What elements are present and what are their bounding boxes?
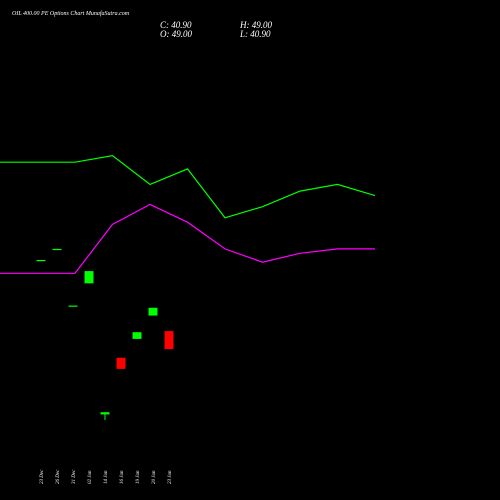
x-tick-label: 23 Jan	[168, 470, 173, 484]
candle-body	[148, 307, 158, 316]
x-axis-ticks: 23 Dec 26 Dec 31 Dec 02 Jan 14 Jan 16 Jan 19 J…	[40, 469, 173, 484]
indicator-lines	[0, 154, 376, 274]
candle	[68, 305, 78, 307]
candle	[52, 248, 62, 251]
x-tick-label: 23 Dec	[40, 469, 45, 484]
high-readout: H: 49.00	[239, 20, 272, 30]
candle	[100, 412, 110, 420]
candles	[36, 248, 174, 420]
close-readout: C: 40.90	[160, 20, 192, 30]
candle	[132, 332, 142, 339]
indicator-line-1	[0, 154, 376, 219]
candle	[148, 307, 158, 316]
x-tick-label: 31 Dec	[72, 469, 77, 484]
indicator-line-2	[0, 203, 375, 274]
x-tick-label: 26 Dec	[56, 469, 61, 484]
candle-body	[84, 271, 94, 284]
candle-body	[116, 357, 126, 369]
x-tick-label: 19 Jan	[136, 470, 141, 484]
x-tick-label: 16 Jan	[120, 470, 125, 484]
candle	[164, 331, 174, 350]
x-tick-label: 14 Jan	[104, 470, 109, 484]
open-readout: O: 49.00	[160, 29, 192, 39]
candle-body	[68, 305, 78, 307]
candle-body	[132, 332, 142, 339]
candle-body	[36, 260, 46, 262]
candle	[84, 271, 94, 284]
chart-title: OIL 400.00 PE Options Chart MunafaSutra.…	[12, 10, 130, 17]
candle-body	[52, 248, 62, 251]
low-readout: L: 40.90	[239, 29, 271, 39]
x-tick-label: 02 Jan	[88, 470, 93, 484]
candle	[36, 260, 46, 262]
candle	[116, 357, 126, 369]
x-tick-label: 20 Jan	[152, 470, 157, 484]
candle-body	[100, 412, 110, 415]
candle-body	[164, 331, 174, 350]
